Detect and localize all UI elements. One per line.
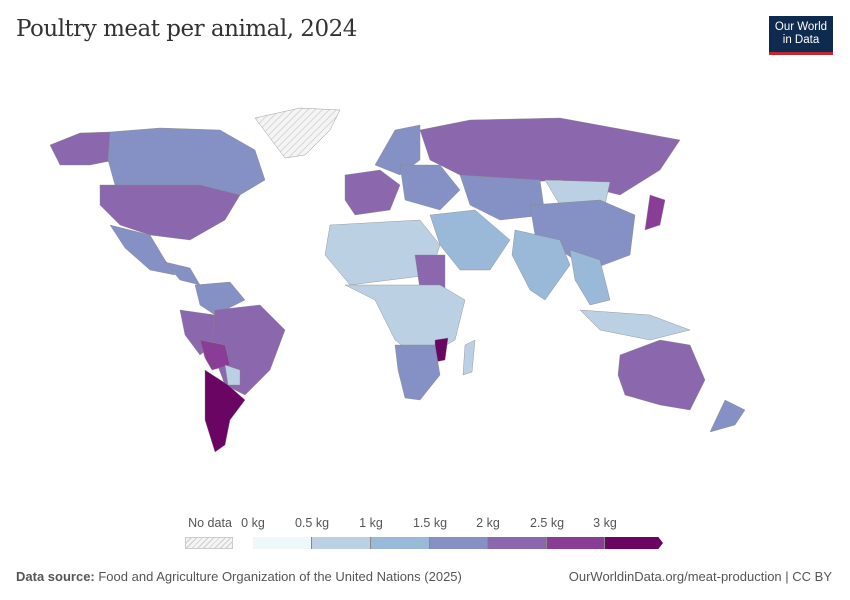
legend-tick: 3 kg bbox=[593, 516, 617, 530]
page-title: Poultry meat per animal, 2024 bbox=[16, 16, 357, 42]
region-russia bbox=[419, 117, 681, 196]
region-alaska bbox=[49, 131, 116, 166]
region-australia bbox=[617, 339, 706, 411]
region-new-zealand bbox=[709, 399, 746, 433]
legend-no-data-swatch bbox=[185, 537, 233, 549]
legend-tick: 1 kg bbox=[359, 516, 383, 530]
region-canada bbox=[107, 127, 266, 196]
region-greenland bbox=[254, 107, 341, 159]
region-scandinavia bbox=[374, 124, 421, 176]
legend-bin-6 bbox=[605, 537, 663, 549]
region-southeast-asia bbox=[569, 249, 611, 306]
source-link[interactable]: OurWorldinData.org/meat-production | CC … bbox=[568, 569, 832, 584]
legend-bin-4 bbox=[488, 537, 547, 549]
legend-bin-0 bbox=[253, 537, 312, 549]
region-southern-africa bbox=[394, 344, 441, 401]
region-indonesia bbox=[579, 309, 691, 341]
legend-bin-1 bbox=[312, 537, 371, 549]
legend-bin-3 bbox=[430, 537, 488, 549]
region-usa bbox=[99, 184, 241, 241]
legend-no-data-label: No data bbox=[188, 516, 232, 530]
region-mexico bbox=[109, 224, 176, 276]
legend-tick: 0.5 kg bbox=[294, 516, 330, 530]
world-map bbox=[49, 107, 746, 453]
region-japan bbox=[644, 194, 666, 231]
legend-bin-5 bbox=[547, 537, 605, 549]
region-eastern-europe bbox=[399, 164, 461, 211]
region-argentina bbox=[204, 369, 246, 453]
region-india bbox=[511, 229, 571, 301]
region-central-asia bbox=[459, 174, 546, 221]
legend-bin-2 bbox=[371, 537, 430, 549]
region-paraguay-uruguay bbox=[224, 364, 241, 386]
legend-tick: 1.5 kg bbox=[412, 516, 448, 530]
owid-logo[interactable]: Our World in Data bbox=[769, 16, 833, 55]
region-bolivia bbox=[199, 339, 231, 371]
region-sudan bbox=[414, 254, 446, 291]
region-madagascar bbox=[462, 339, 476, 376]
legend-tick: 2.5 kg bbox=[529, 516, 565, 530]
region-colombia-venezuela bbox=[194, 281, 246, 316]
legend-tick: 0 kg bbox=[241, 516, 265, 530]
data-source: Data source: Food and Agriculture Organi… bbox=[16, 569, 462, 584]
region-western-europe bbox=[344, 169, 401, 216]
legend-tick: 2 kg bbox=[476, 516, 500, 530]
